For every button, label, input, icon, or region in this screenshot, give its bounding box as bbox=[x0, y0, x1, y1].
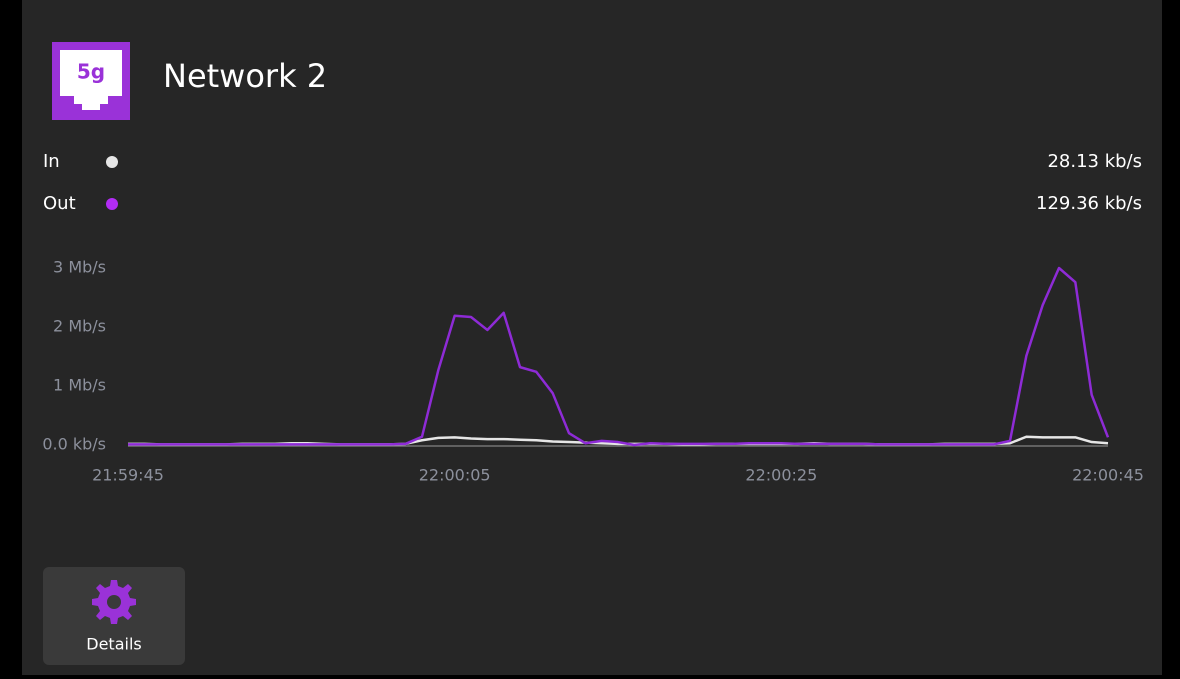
series-line bbox=[128, 266, 1110, 447]
x-tick-label: 22:00:45 bbox=[1072, 466, 1144, 485]
x-tick-label: 22:00:05 bbox=[419, 466, 491, 485]
legend: In 28.13 kb/s Out 129.36 kb/s bbox=[43, 151, 1142, 214]
title: Network 2 bbox=[163, 57, 327, 95]
legend-dot bbox=[106, 198, 118, 210]
y-tick-label: 1 Mb/s bbox=[53, 376, 106, 395]
y-tick-label: 2 Mb/s bbox=[53, 317, 106, 336]
button-label[interactable]: Details bbox=[86, 635, 141, 654]
x-tick-label: 21:59:45 bbox=[92, 466, 164, 485]
legend-value: 129.36 kb/s bbox=[1036, 193, 1142, 214]
gear-icon bbox=[92, 580, 136, 624]
y-tick-label: 0.0 kb/s bbox=[42, 435, 106, 454]
icon-label: 5g bbox=[77, 60, 105, 84]
legend-name: In bbox=[43, 151, 60, 172]
x-tick-label: 22:00:25 bbox=[745, 466, 817, 485]
y-tick-label: 3 Mb/s bbox=[53, 258, 106, 277]
legend-value: 28.13 kb/s bbox=[1047, 151, 1142, 172]
legend-dot bbox=[106, 156, 118, 168]
icon-port bbox=[60, 50, 122, 110]
legend-name: Out bbox=[43, 193, 76, 214]
plot: 0.0 kb/s 1 Mb/s 2 Mb/s 3 Mb/s 21:59:45 22:00:… bbox=[42, 258, 1144, 485]
card-bg bbox=[22, 0, 1162, 679]
